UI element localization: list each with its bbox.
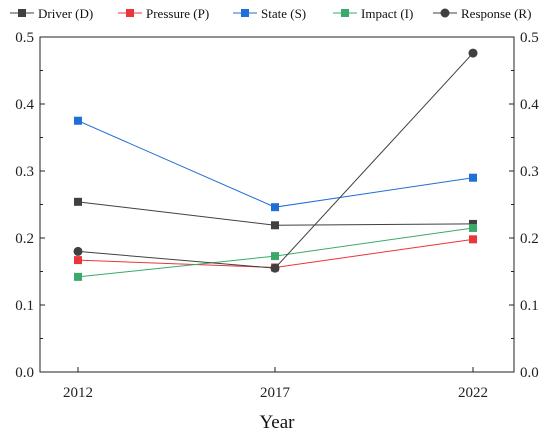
data-point (270, 263, 280, 273)
y-tick-label-left: 0.2 (15, 231, 34, 247)
x-tick-label: 2012 (63, 385, 93, 401)
legend-label: Response (R) (461, 6, 531, 21)
legend-label: Impact (I) (361, 6, 413, 21)
y-tick-label-right: 0.1 (520, 298, 539, 314)
series-4 (73, 48, 478, 273)
data-point (469, 173, 477, 182)
legend-label: State (S) (261, 6, 306, 21)
legend-item: State (S) (233, 6, 306, 21)
legend-label: Pressure (P) (146, 6, 209, 21)
series-line (77, 120, 474, 208)
series-3 (74, 223, 477, 281)
legend-marker (126, 9, 134, 17)
y-tick-label-right: 0.2 (520, 231, 539, 247)
legend-item: Pressure (P) (118, 6, 209, 21)
data-point (74, 197, 82, 206)
data-point (271, 221, 279, 230)
legend-marker (18, 9, 26, 17)
y-tick-label-right: 0.0 (520, 365, 539, 381)
y-tick-label-right: 0.5 (520, 30, 539, 46)
legend-marker (341, 9, 349, 17)
legend-marker (241, 9, 249, 17)
data-point (73, 246, 83, 256)
axes: 0.0 0.0 0.1 0.1 0.2 0.2 0.3 0.3 0.4 0.4 0.5 0.5 2012… (15, 30, 539, 401)
x-tick-label: 2022 (458, 385, 488, 401)
series-0 (74, 197, 477, 230)
y-tick-label-right: 0.4 (520, 97, 539, 113)
y-tick-label-left: 0.5 (15, 30, 34, 46)
legend: Driver (D) Pressure (P) State (S) Impact (I… (10, 6, 531, 21)
y-tick-label-left: 0.1 (15, 298, 34, 314)
y-tick-label-left: 0.0 (15, 365, 34, 381)
x-axis-title: Year (259, 412, 295, 433)
legend-label: Driver (D) (38, 6, 93, 21)
data-point (74, 272, 82, 281)
legend-item: Impact (I) (333, 6, 413, 21)
data-point (271, 203, 279, 212)
x-tick-label: 2017 (260, 385, 291, 401)
legend-item: Driver (D) (10, 6, 93, 21)
data-point (468, 48, 478, 58)
y-tick-label-left: 0.3 (15, 164, 34, 180)
series-layer (73, 48, 478, 281)
y-tick-label-right: 0.3 (520, 164, 539, 180)
legend-item: Response (R) (433, 6, 531, 21)
legend-marker (440, 8, 450, 18)
data-point (74, 116, 82, 125)
data-point (74, 256, 82, 265)
series-2 (74, 116, 477, 212)
y-tick-label-left: 0.4 (15, 97, 34, 113)
data-point (469, 223, 477, 232)
data-point (271, 252, 279, 261)
data-point (469, 219, 477, 228)
data-point (469, 235, 477, 244)
